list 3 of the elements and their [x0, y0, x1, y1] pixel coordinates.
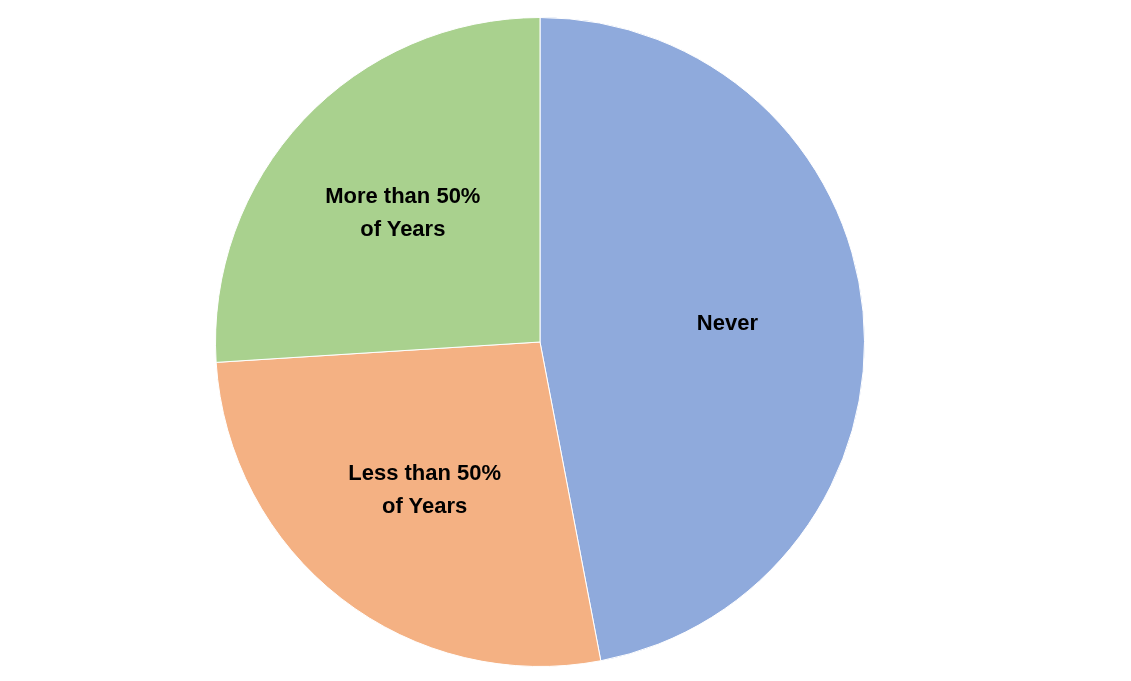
slice-label: Never	[696, 310, 759, 336]
slice-label: Less than 50% of Years	[348, 460, 502, 519]
slice-label: More than 50% of Years	[325, 182, 481, 241]
